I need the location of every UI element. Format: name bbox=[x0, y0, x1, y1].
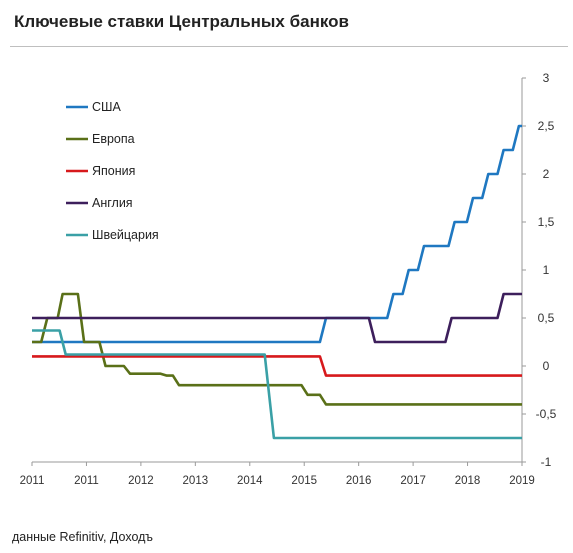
y-tick-label: 2 bbox=[543, 167, 550, 181]
x-tick-label: 2015 bbox=[291, 475, 317, 487]
x-tick-label: 2019 bbox=[509, 475, 535, 487]
y-tick-label: 0,5 bbox=[538, 311, 555, 325]
y-tick-label: 1,5 bbox=[538, 215, 555, 229]
y-tick-label: -0,5 bbox=[536, 407, 557, 421]
x-tick-label: 2013 bbox=[183, 475, 209, 487]
x-tick-label: 2017 bbox=[400, 475, 426, 487]
y-tick-label: -1 bbox=[541, 455, 552, 469]
chart-title: Ключевые ставки Центральных банков bbox=[14, 12, 349, 31]
series-line-5 bbox=[32, 329, 522, 440]
series-line-2 bbox=[32, 292, 522, 406]
x-tick-label: 2011 bbox=[20, 475, 45, 487]
series-line-3 bbox=[32, 355, 522, 377]
title-divider bbox=[10, 46, 568, 47]
legend-label: Япония bbox=[92, 164, 135, 178]
y-tick-label: 2,5 bbox=[538, 119, 555, 133]
x-tick-label: 2016 bbox=[346, 475, 372, 487]
legend-label: США bbox=[92, 100, 121, 114]
legend-label: Европа bbox=[92, 132, 135, 146]
source-note: данные Refinitiv, Доходъ bbox=[12, 530, 153, 544]
series-line-1 bbox=[32, 124, 522, 344]
y-tick-label: 0 bbox=[543, 359, 550, 373]
x-tick-label: 2014 bbox=[237, 475, 263, 487]
legend-label: Швейцария bbox=[92, 228, 159, 242]
x-tick-label: 2011 bbox=[74, 475, 99, 487]
y-tick-label: 3 bbox=[543, 71, 550, 85]
legend-label: Англия bbox=[92, 196, 133, 210]
x-tick-label: 2018 bbox=[455, 475, 481, 487]
y-tick-label: 1 bbox=[543, 263, 550, 277]
series-line-4 bbox=[32, 292, 522, 344]
x-tick-label: 2012 bbox=[128, 475, 154, 487]
